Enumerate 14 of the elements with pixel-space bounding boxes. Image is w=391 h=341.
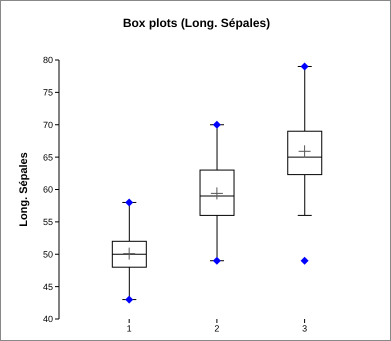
y-tick-label: 75 <box>42 88 53 98</box>
y-tick-label: 70 <box>42 120 53 130</box>
x-tick-label: 2 <box>214 323 220 334</box>
y-tick-label: 60 <box>42 184 53 195</box>
x-tick-label: 3 <box>302 323 308 334</box>
x-tick-label: 1 <box>126 323 132 334</box>
y-tick-label: 50 <box>42 249 53 260</box>
y-axis-title: Long. Sépales <box>18 152 30 227</box>
y-tick-label: 45 <box>42 282 53 292</box>
chart-title: Box plots (Long. Sépales) <box>122 16 272 30</box>
y-tick-label: 65 <box>42 152 53 162</box>
y-tick-label: 55 <box>42 217 53 228</box>
y-tick-label: 80 <box>42 55 53 66</box>
y-tick-label: 40 <box>42 314 53 324</box>
